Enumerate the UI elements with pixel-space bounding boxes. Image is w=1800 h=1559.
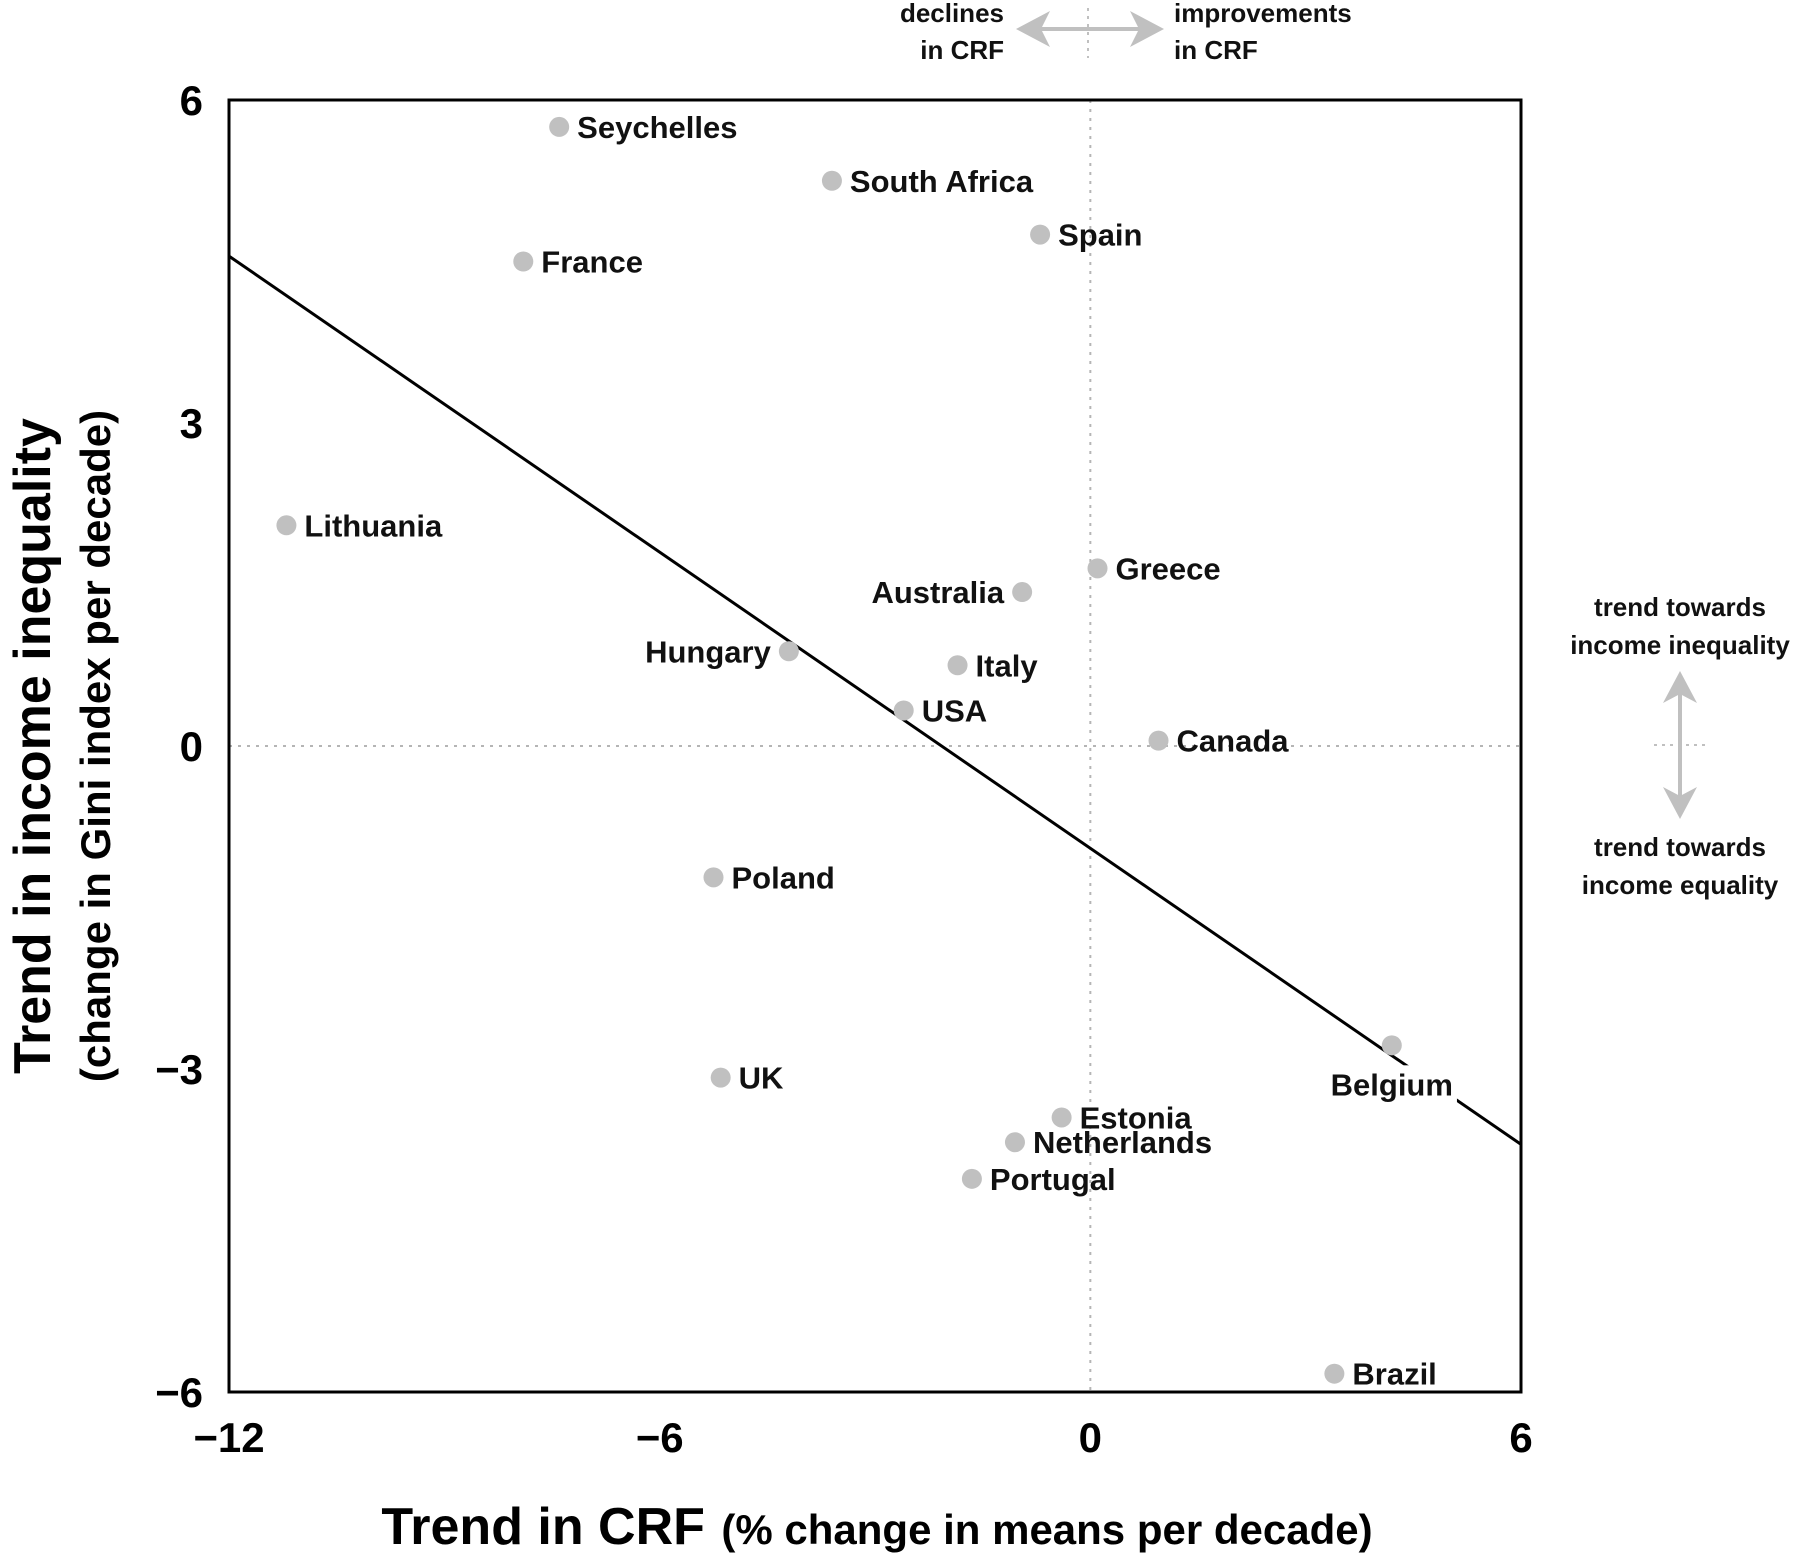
ineq-arrow-down-icon: [1663, 787, 1697, 819]
y-tick-label: 3: [180, 400, 203, 447]
inequality-direction-annotation: trend towards income inequality trend to…: [1570, 592, 1790, 900]
crf-arrow-right-icon: [1130, 11, 1164, 47]
point-label-australia: Australia: [871, 575, 1004, 610]
point-uk: [710, 1067, 731, 1088]
point-hungary: [778, 641, 799, 662]
crf-arrow-left-icon: [1016, 11, 1050, 47]
y-tick-label: 6: [180, 77, 203, 124]
point-label-france: France: [541, 245, 643, 280]
x-axis-title: Trend in CRF (% change in means per deca…: [381, 1498, 1372, 1554]
point-label-estonia: Estonia: [1080, 1100, 1193, 1135]
point-lithuania: [276, 515, 297, 536]
point-canada: [1148, 730, 1169, 751]
x-tick-label: −12: [193, 1414, 264, 1461]
x-axis-sublabel: (% change in means per decade): [721, 1506, 1372, 1553]
point-portugal: [961, 1168, 982, 1189]
regression-line: [228, 254, 1522, 1146]
point-greece: [1087, 558, 1108, 579]
point-australia: [1012, 582, 1033, 603]
point-spain: [1030, 224, 1051, 245]
point-label-poland: Poland: [732, 860, 835, 895]
point-label-italy: Italy: [976, 648, 1039, 683]
point-belgium: [1381, 1035, 1402, 1056]
ineq-down-line2: income equality: [1582, 870, 1779, 900]
x-axis-label: Trend in CRF: [381, 1498, 705, 1554]
point-label-seychelles: Seychelles: [577, 110, 737, 145]
x-tick-label: −6: [636, 1414, 684, 1461]
ineq-up-line1: trend towards: [1594, 592, 1766, 622]
crf-improvements-line1: improvements: [1174, 0, 1352, 28]
point-poland: [703, 867, 724, 888]
point-label-spain: Spain: [1058, 218, 1142, 253]
reference-lines: [229, 100, 1521, 1392]
point-estonia: [1051, 1107, 1072, 1128]
point-label-netherlands: Netherlands: [1033, 1125, 1212, 1160]
x-tick-label: 0: [1079, 1414, 1102, 1461]
crf-declines-line1: declines: [900, 0, 1004, 28]
point-label-brazil: Brazil: [1352, 1357, 1436, 1392]
point-label-uk: UK: [739, 1061, 784, 1096]
crf-direction-annotation: declines in CRF improvements in CRF: [900, 0, 1352, 65]
y-tick-label: −3: [155, 1046, 203, 1093]
point-france: [513, 251, 534, 272]
point-label-belgium: Belgium: [1331, 1067, 1453, 1102]
point-label-canada: Canada: [1177, 724, 1290, 759]
point-label-usa: USA: [922, 693, 987, 728]
point-label-lithuania: Lithuania: [304, 508, 443, 543]
ineq-arrow-up-icon: [1663, 671, 1697, 703]
y-tick-label: 0: [180, 723, 203, 770]
fit-line-layer: [228, 254, 1522, 1146]
point-label-greece: Greece: [1116, 551, 1221, 586]
point-italy: [947, 655, 968, 676]
point-label-south-africa: South Africa: [850, 164, 1034, 199]
point-south-africa: [821, 170, 842, 191]
point-usa: [893, 700, 914, 721]
y-axis-sublabel: (change in Gini index per decade): [72, 410, 119, 1082]
y-axis-label: Trend in income inequality: [4, 418, 62, 1074]
crf-improvements-line2: in CRF: [1174, 35, 1258, 65]
point-label-portugal: Portugal: [990, 1162, 1116, 1197]
ineq-up-line2: income inequality: [1570, 630, 1790, 660]
point-netherlands: [1004, 1132, 1025, 1153]
y-tick-label: −6: [155, 1369, 203, 1416]
data-points: Seychelles South Africa Spain France Lithuan…: [276, 110, 1457, 1392]
point-brazil: [1324, 1363, 1345, 1384]
ineq-down-line1: trend towards: [1594, 832, 1766, 862]
plot-frame: [227, 98, 1523, 1394]
point-label-bg-belgium: [1326, 1065, 1457, 1105]
point-label-hungary: Hungary: [645, 634, 772, 669]
x-tick-label: 6: [1509, 1414, 1532, 1461]
crf-declines-line2: in CRF: [920, 35, 1004, 65]
point-seychelles: [549, 116, 570, 137]
